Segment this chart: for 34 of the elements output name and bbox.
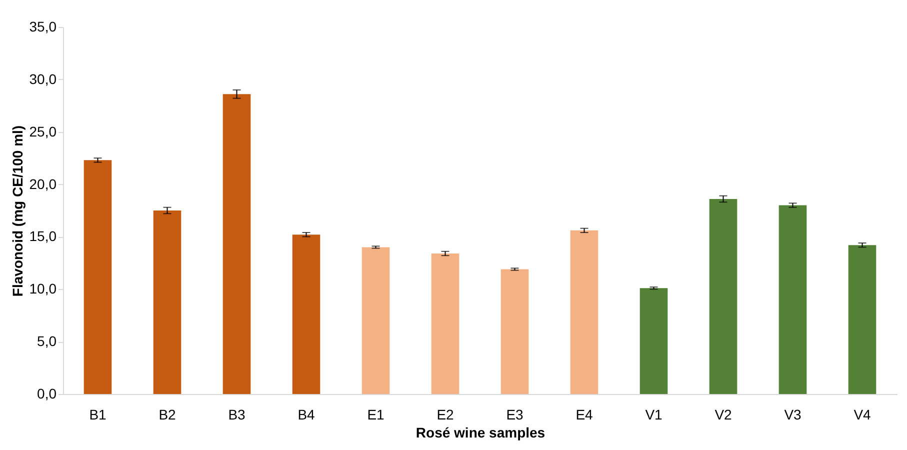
bar [292,234,320,394]
bar [153,210,182,394]
x-tick-label: V3 [784,406,802,422]
y-tick-label: 10,0 [29,280,57,297]
x-tick-label: E2 [436,406,454,422]
bar [570,230,598,394]
x-tick-label: E3 [506,406,524,422]
bar [848,245,876,394]
x-tick-label: E4 [576,406,594,422]
bar [362,247,390,394]
bar [222,94,251,394]
y-tick-label: 30,0 [29,70,57,87]
y-tick-label: 0,0 [37,386,57,402]
y-tick-label: 15,0 [29,228,57,244]
bar [500,269,529,394]
x-tick-label: V1 [645,406,663,422]
x-tick-label: E1 [367,406,385,422]
x-tick-label: B4 [298,406,316,422]
bar [640,288,668,394]
bar [431,253,460,394]
bar [84,160,112,394]
x-tick-label: V2 [714,406,732,422]
x-tick-label: V4 [854,406,872,422]
y-tick-label: 5,0 [37,333,57,350]
y-tick-label: 25,0 [29,123,57,140]
bar [778,205,807,394]
y-axis-title: Flavonoid (mg CE/100 ml) [9,125,26,297]
y-tick-label: 20,0 [29,176,57,192]
x-tick-label: B2 [158,406,176,422]
x-axis-title: Rosé wine samples [416,424,546,440]
y-tick-label: 35,0 [29,18,57,34]
bar [709,198,738,394]
x-tick-label: B1 [89,406,107,422]
x-tick-label: B3 [228,406,246,422]
